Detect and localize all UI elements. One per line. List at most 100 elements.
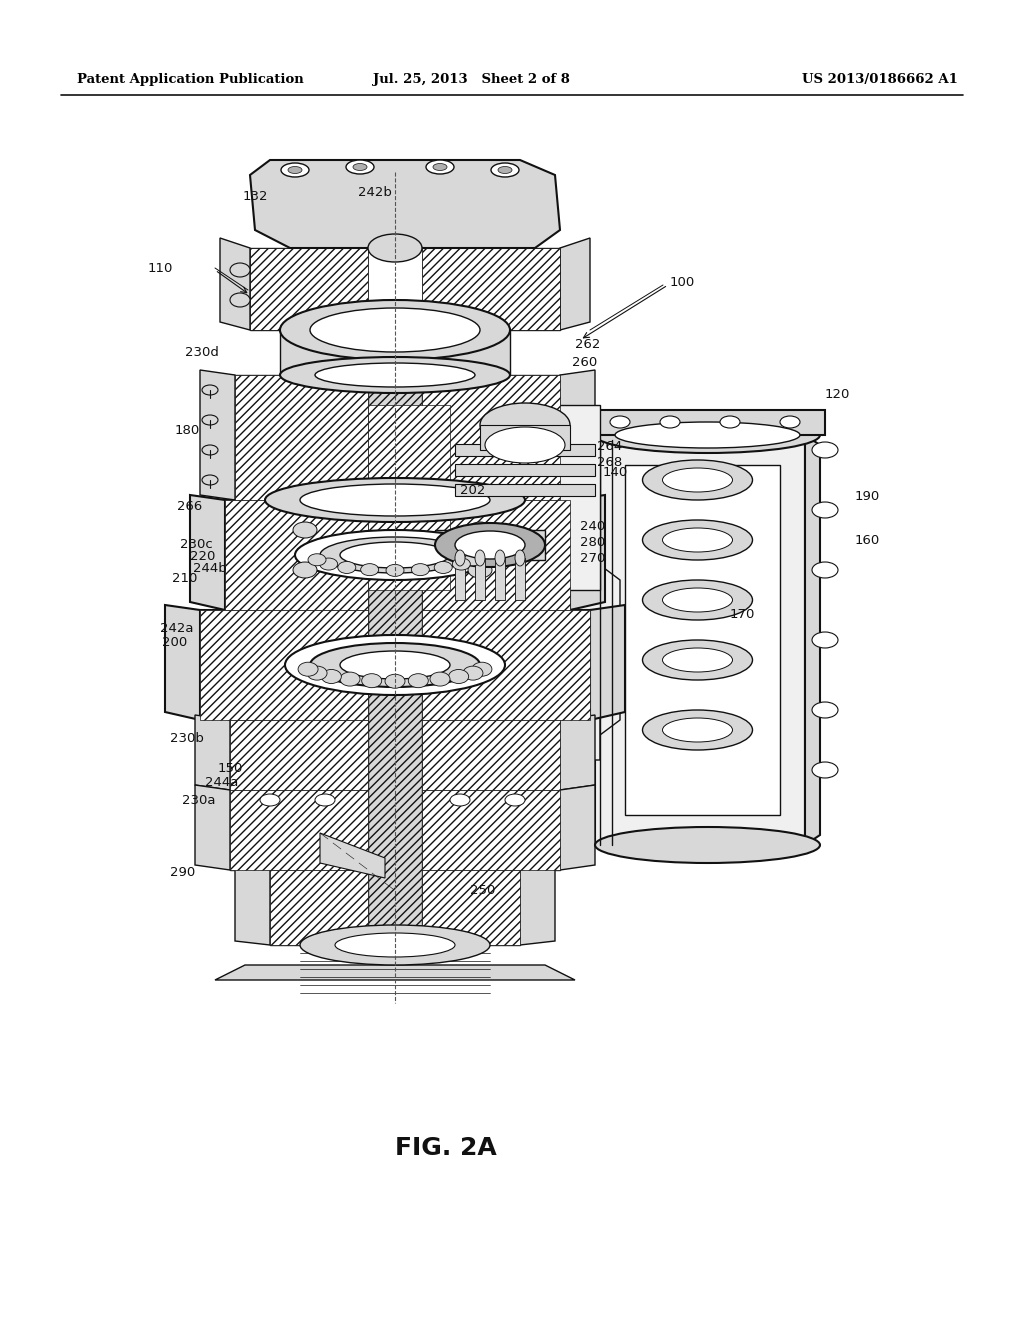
Polygon shape <box>422 500 570 610</box>
Polygon shape <box>560 645 600 760</box>
Ellipse shape <box>485 426 565 463</box>
Polygon shape <box>450 405 600 590</box>
Polygon shape <box>165 605 200 719</box>
Polygon shape <box>230 719 368 789</box>
Text: 120: 120 <box>825 388 850 401</box>
Ellipse shape <box>433 164 447 170</box>
Ellipse shape <box>300 484 490 516</box>
Ellipse shape <box>293 562 317 578</box>
Ellipse shape <box>202 385 218 395</box>
Polygon shape <box>368 405 450 590</box>
Text: 262: 262 <box>575 338 600 351</box>
Ellipse shape <box>310 643 480 686</box>
Text: 244b: 244b <box>193 561 226 574</box>
Ellipse shape <box>595 417 820 453</box>
Polygon shape <box>560 370 595 500</box>
Polygon shape <box>455 444 595 455</box>
Polygon shape <box>319 833 385 878</box>
Text: 110: 110 <box>148 261 173 275</box>
Ellipse shape <box>495 550 505 566</box>
Polygon shape <box>560 238 590 330</box>
Polygon shape <box>560 715 595 789</box>
Ellipse shape <box>230 263 250 277</box>
Ellipse shape <box>319 558 338 570</box>
Text: 264: 264 <box>597 441 623 454</box>
Ellipse shape <box>430 672 450 686</box>
Ellipse shape <box>280 356 510 393</box>
Ellipse shape <box>434 561 453 573</box>
Polygon shape <box>422 789 560 870</box>
Polygon shape <box>195 715 230 789</box>
Ellipse shape <box>615 422 800 447</box>
Ellipse shape <box>642 579 753 620</box>
Ellipse shape <box>435 523 545 568</box>
Ellipse shape <box>455 550 465 566</box>
Ellipse shape <box>202 445 218 455</box>
Ellipse shape <box>663 587 732 612</box>
Ellipse shape <box>315 795 335 807</box>
Text: 260: 260 <box>572 355 597 368</box>
Ellipse shape <box>385 675 406 688</box>
Ellipse shape <box>490 162 519 177</box>
Ellipse shape <box>361 673 382 688</box>
Text: 268: 268 <box>597 455 623 469</box>
Text: 202: 202 <box>460 483 485 496</box>
Polygon shape <box>368 248 422 330</box>
Text: 290: 290 <box>170 866 196 879</box>
Text: 270: 270 <box>580 552 605 565</box>
Ellipse shape <box>353 164 367 170</box>
Polygon shape <box>200 370 234 500</box>
Text: 220: 220 <box>190 549 215 562</box>
Text: 160: 160 <box>855 533 881 546</box>
Ellipse shape <box>610 416 630 428</box>
Polygon shape <box>225 500 368 610</box>
Polygon shape <box>200 610 590 719</box>
Text: 230c: 230c <box>180 539 213 552</box>
Text: Jul. 25, 2013   Sheet 2 of 8: Jul. 25, 2013 Sheet 2 of 8 <box>373 73 569 86</box>
Ellipse shape <box>812 502 838 517</box>
Polygon shape <box>585 411 825 436</box>
Text: 250: 250 <box>470 883 496 896</box>
Text: 100: 100 <box>670 276 695 289</box>
Ellipse shape <box>202 475 218 484</box>
Polygon shape <box>520 866 555 945</box>
Ellipse shape <box>660 416 680 428</box>
Ellipse shape <box>260 795 280 807</box>
Ellipse shape <box>281 162 309 177</box>
Polygon shape <box>422 248 560 330</box>
Polygon shape <box>422 375 560 500</box>
Polygon shape <box>455 484 595 496</box>
Polygon shape <box>455 465 595 477</box>
Ellipse shape <box>346 160 374 174</box>
Text: US 2013/0186662 A1: US 2013/0186662 A1 <box>802 73 957 86</box>
Polygon shape <box>280 330 510 375</box>
Polygon shape <box>435 531 545 560</box>
Polygon shape <box>422 610 590 719</box>
Ellipse shape <box>642 640 753 680</box>
Text: 180: 180 <box>175 424 201 437</box>
Ellipse shape <box>464 554 482 566</box>
Polygon shape <box>250 160 560 248</box>
Ellipse shape <box>288 166 302 173</box>
Ellipse shape <box>319 537 470 573</box>
Polygon shape <box>422 719 560 789</box>
Polygon shape <box>480 425 570 450</box>
Text: 230b: 230b <box>170 731 204 744</box>
Polygon shape <box>230 789 560 870</box>
Ellipse shape <box>340 543 450 568</box>
Polygon shape <box>234 375 368 500</box>
Ellipse shape <box>338 561 355 573</box>
Polygon shape <box>570 495 605 610</box>
Ellipse shape <box>642 459 753 500</box>
Text: 240: 240 <box>580 520 605 533</box>
Ellipse shape <box>663 718 732 742</box>
Text: 280: 280 <box>580 536 605 549</box>
Ellipse shape <box>449 669 469 684</box>
Ellipse shape <box>295 531 495 579</box>
Ellipse shape <box>450 795 470 807</box>
Ellipse shape <box>368 315 422 345</box>
Ellipse shape <box>360 564 379 576</box>
Polygon shape <box>190 495 225 610</box>
Ellipse shape <box>368 234 422 261</box>
Polygon shape <box>368 201 422 931</box>
